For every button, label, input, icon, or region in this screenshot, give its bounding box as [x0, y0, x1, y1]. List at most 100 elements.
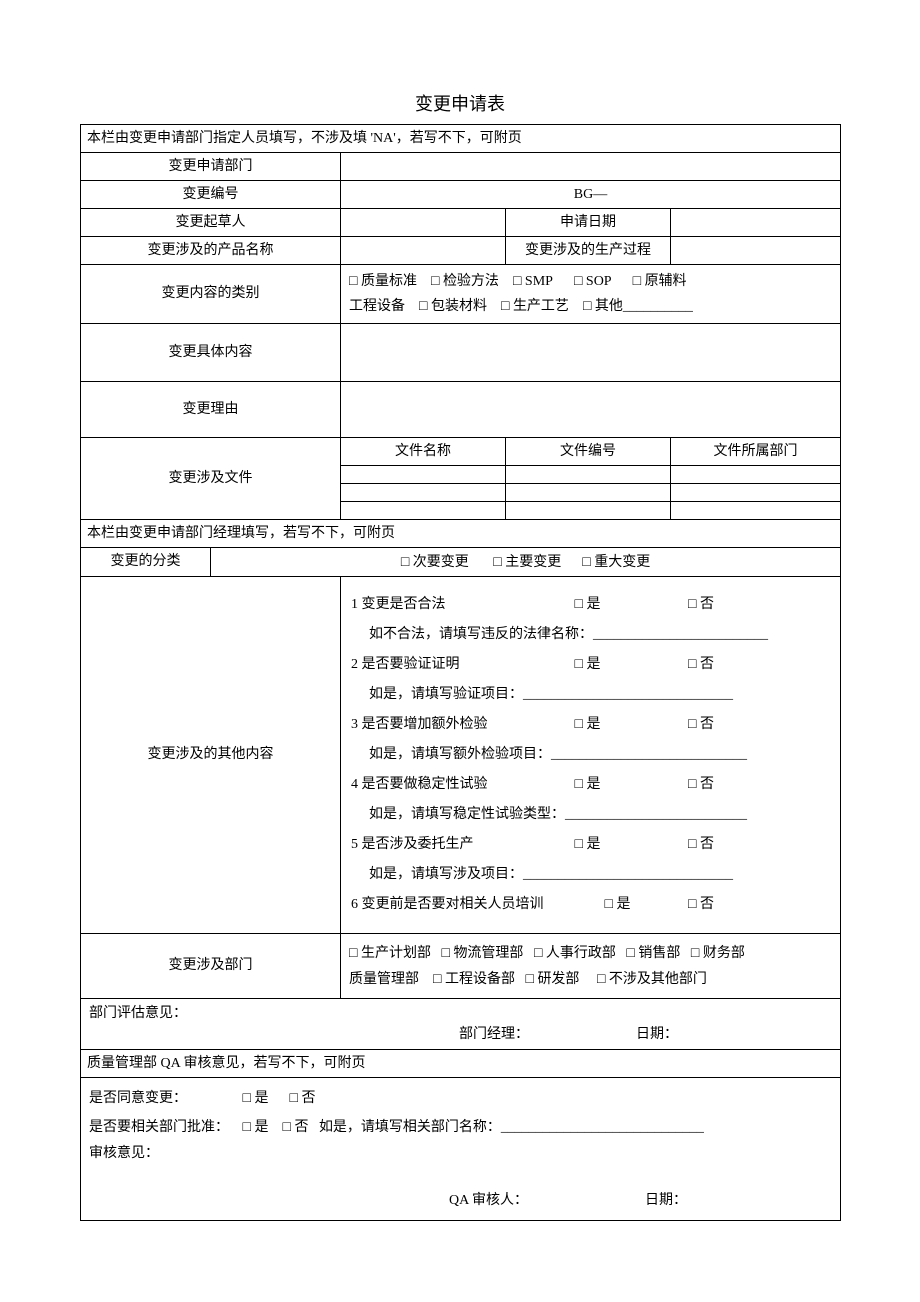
doc-dept-2[interactable]: [671, 483, 841, 501]
section2-header: 本栏由变更申请部门经理填写，若写不下，可附页: [81, 519, 841, 547]
q6-text: 6 变更前是否要对相关人员培训: [351, 891, 601, 919]
checkbox-other[interactable]: □: [583, 297, 591, 313]
checkbox-smp[interactable]: □: [513, 272, 521, 288]
q3-text: 3 是否要增加额外检验: [351, 711, 571, 739]
q1-sub[interactable]: 如不合法，请填写违反的法律名称：________________________…: [351, 621, 830, 649]
field-product-name[interactable]: [341, 237, 506, 265]
doc-dept-1[interactable]: [671, 465, 841, 483]
approve-no[interactable]: □: [282, 1118, 290, 1134]
dept-opinion-label: 部门评估意见：: [89, 1003, 832, 1024]
label-apply-date: 申请日期: [506, 209, 671, 237]
label-drafter: 变更起草人: [81, 209, 341, 237]
checkbox-quality-std[interactable]: □: [349, 272, 357, 288]
section3-header: 质量管理部 QA 审核意见，若写不下，可附页: [81, 1049, 841, 1077]
approve-yes[interactable]: □: [243, 1118, 251, 1134]
doc-number-1[interactable]: [506, 465, 671, 483]
doc-header-name: 文件名称: [341, 437, 506, 465]
checkbox-dept-finance[interactable]: □: [691, 944, 699, 960]
agree-yes[interactable]: □: [243, 1089, 251, 1105]
q2-sub[interactable]: 如是，请填写验证项目：_____________________________…: [351, 681, 830, 709]
field-change-class: □ 次要变更 □ 主要变更 □ 重大变更: [211, 547, 841, 576]
q4-no[interactable]: □: [688, 775, 696, 791]
label-related-depts: 变更涉及部门: [81, 933, 341, 998]
q2-text: 2 是否要验证证明: [351, 651, 571, 679]
q4-sub[interactable]: 如是，请填写稳定性试验类型：__________________________: [351, 801, 830, 829]
section1-header: 本栏由变更申请部门指定人员填写，不涉及填 'NA'，若写不下，可附页: [81, 125, 841, 153]
doc-name-3[interactable]: [341, 501, 506, 519]
section1-header-row: 本栏由变更申请部门指定人员填写，不涉及填 'NA'，若写不下，可附页: [81, 125, 841, 153]
checkbox-dept-sales[interactable]: □: [626, 944, 634, 960]
q3-yes[interactable]: □: [575, 715, 583, 731]
q5-sub[interactable]: 如是，请填写涉及项目：_____________________________…: [351, 861, 830, 889]
q5-yes[interactable]: □: [575, 835, 583, 851]
q4-yes[interactable]: □: [575, 775, 583, 791]
label-change-class: 变更的分类: [81, 547, 211, 576]
q1-yes[interactable]: □: [575, 595, 583, 611]
checkbox-dept-rd[interactable]: □: [525, 970, 533, 986]
checkbox-minor[interactable]: □: [401, 553, 409, 569]
label-product-name: 变更涉及的产品名称: [81, 237, 341, 265]
doc-name-2[interactable]: [341, 483, 506, 501]
doc-number-2[interactable]: [506, 483, 671, 501]
fill-dept-label[interactable]: 如是，请填写相关部门名称：___________________________…: [319, 1120, 704, 1135]
approve-label: 是否要相关部门批准：: [89, 1115, 239, 1142]
q2-yes[interactable]: □: [575, 655, 583, 671]
dept-date-label: 日期：: [636, 1027, 678, 1042]
doc-header-dept: 文件所属部门: [671, 437, 841, 465]
label-change-reason: 变更理由: [81, 381, 341, 437]
agree-no[interactable]: □: [289, 1089, 297, 1105]
label-change-detail: 变更具体内容: [81, 323, 341, 381]
dept-mgr-label: 部门经理：: [459, 1027, 529, 1042]
qa-date-label: 日期：: [645, 1193, 687, 1208]
field-related-depts: □ 生产计划部 □ 物流管理部 □ 人事行政部 □ 销售部 □ 财务部 质量管理…: [341, 933, 841, 998]
label-apply-dept: 变更申请部门: [81, 153, 341, 181]
qa-signer-label: QA 审核人：: [449, 1193, 528, 1208]
agree-label: 是否同意变更：: [89, 1086, 239, 1113]
section2-header-row: 本栏由变更申请部门经理填写，若写不下，可附页: [81, 519, 841, 547]
q3-sub[interactable]: 如是，请填写额外检验项目：___________________________…: [351, 741, 830, 769]
doc-name-1[interactable]: [341, 465, 506, 483]
field-production-process[interactable]: [671, 237, 841, 265]
checkbox-dept-prod[interactable]: □: [349, 944, 357, 960]
dept-opinion-cell: 部门评估意见： 部门经理： 日期：: [81, 998, 841, 1049]
checkbox-critical[interactable]: □: [582, 553, 590, 569]
checkbox-dept-none[interactable]: □: [597, 970, 605, 986]
q3-no[interactable]: □: [688, 715, 696, 731]
field-other-content: 1 变更是否合法 □ 是 □ 否 如不合法，请填写违反的法律名称：_______…: [341, 576, 841, 933]
q1-no[interactable]: □: [688, 595, 696, 611]
label-other-content: 变更涉及的其他内容: [81, 576, 341, 933]
doc-number-3[interactable]: [506, 501, 671, 519]
label-change-number: 变更编号: [81, 181, 341, 209]
q1-text: 1 变更是否合法: [351, 591, 571, 619]
checkbox-dept-logistics[interactable]: □: [441, 944, 449, 960]
q5-text: 5 是否涉及委托生产: [351, 831, 571, 859]
checkbox-process[interactable]: □: [501, 297, 509, 313]
field-change-reason[interactable]: [341, 381, 841, 437]
field-apply-date[interactable]: [671, 209, 841, 237]
qa-review-cell: 是否同意变更： □ 是 □ 否 是否要相关部门批准： □ 是 □ 否 如是，请填…: [81, 1077, 841, 1220]
checkbox-major[interactable]: □: [493, 553, 501, 569]
q4-text: 4 是否要做稳定性试验: [351, 771, 571, 799]
q5-no[interactable]: □: [688, 835, 696, 851]
checkbox-raw-material[interactable]: □: [633, 272, 641, 288]
field-change-detail[interactable]: [341, 323, 841, 381]
label-production-process: 变更涉及的生产过程: [506, 237, 671, 265]
field-change-category: □ 质量标准 □ 检验方法 □ SMP □ SOP □ 原辅料 工程设备 □ 包…: [341, 265, 841, 324]
change-request-table: 本栏由变更申请部门指定人员填写，不涉及填 'NA'，若写不下，可附页 变更申请部…: [80, 124, 841, 1221]
form-title: 变更申请表: [80, 90, 840, 116]
checkbox-sop[interactable]: □: [574, 272, 582, 288]
doc-dept-3[interactable]: [671, 501, 841, 519]
checkbox-inspect-method[interactable]: □: [431, 272, 439, 288]
q2-no[interactable]: □: [688, 655, 696, 671]
field-change-number[interactable]: BG—: [341, 181, 841, 209]
checkbox-dept-hr[interactable]: □: [534, 944, 542, 960]
review-opinion-label: 审核意见：: [89, 1141, 832, 1168]
checkbox-dept-eng[interactable]: □: [433, 970, 441, 986]
label-related-docs: 变更涉及文件: [81, 437, 341, 519]
field-apply-dept[interactable]: [341, 153, 841, 181]
doc-header-number: 文件编号: [506, 437, 671, 465]
q6-yes[interactable]: □: [605, 895, 613, 911]
field-drafter[interactable]: [341, 209, 506, 237]
checkbox-packaging[interactable]: □: [419, 297, 427, 313]
q6-no[interactable]: □: [688, 895, 696, 911]
